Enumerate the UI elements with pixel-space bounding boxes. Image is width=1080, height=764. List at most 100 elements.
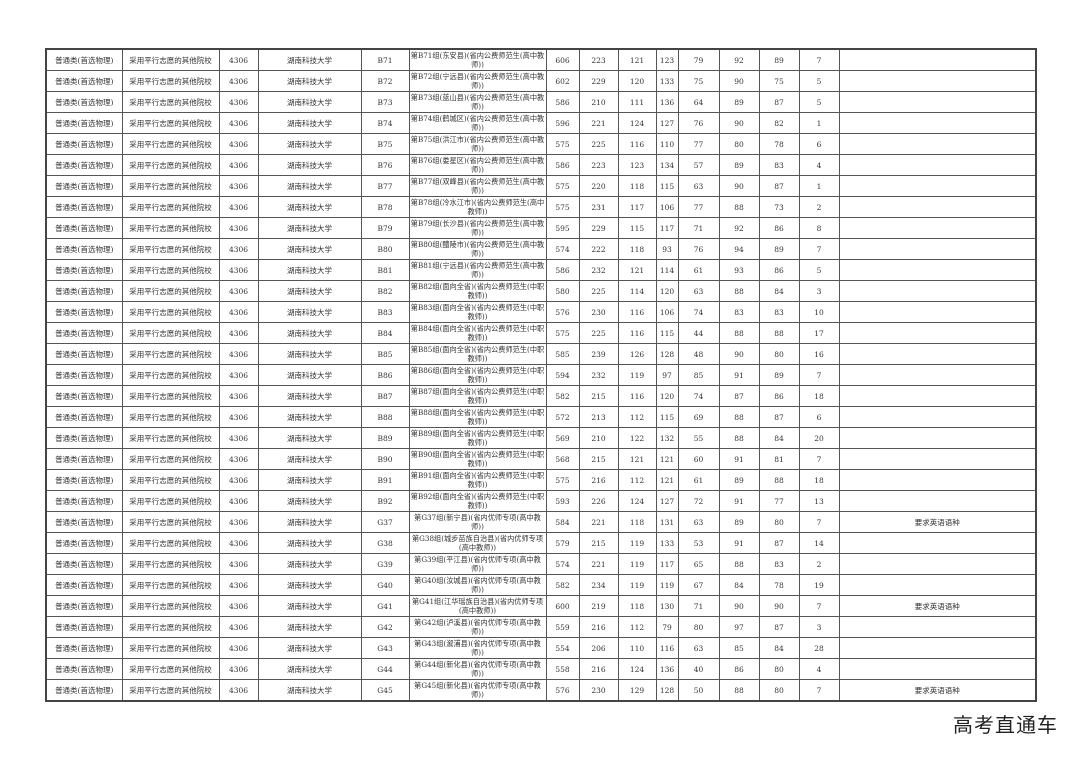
score-cell: 7: [798, 48, 840, 71]
score-cell: 90: [718, 112, 760, 134]
category-cell: 普通类(首选物理): [45, 574, 123, 596]
school-code-cell: 4306: [218, 532, 259, 554]
group-name-cell: 第B76组(娄星区)(省内公费师范生(高中教师)): [408, 154, 547, 176]
score-cell: 216: [578, 469, 619, 491]
category-cell: 普通类(首选物理): [45, 91, 123, 113]
score-cell: 86: [718, 658, 760, 680]
group-code-cell: B77: [360, 175, 410, 197]
school-code-cell: 4306: [218, 385, 259, 407]
table-row: 普通类(首选物理) 采用平行志愿的其他院校 4306 湖南科技大学 G40 第G40组(汝…: [45, 574, 1037, 596]
category-cell: 普通类(首选物理): [45, 175, 123, 197]
group-code-cell: B80: [360, 238, 410, 260]
score-cell: 88: [718, 553, 760, 575]
score-cell: 80: [758, 511, 800, 533]
note-cell: [838, 196, 1037, 218]
score-cell: 225: [578, 322, 619, 344]
score-cell: 121: [617, 259, 657, 281]
category-cell: 普通类(首选物理): [45, 553, 123, 575]
score-cell: 115: [655, 406, 679, 428]
category-cell: 普通类(首选物理): [45, 343, 123, 365]
score-cell: 90: [758, 595, 800, 617]
table-row: 普通类(首选物理) 采用平行志愿的其他院校 4306 湖南科技大学 G43 第G43组(溆…: [45, 637, 1037, 659]
school-code-cell: 4306: [218, 469, 259, 491]
school-name-cell: 湖南科技大学: [257, 91, 362, 113]
score-cell: 119: [617, 553, 657, 575]
school-code-cell: 4306: [218, 175, 259, 197]
category-cell: 普通类(首选物理): [45, 658, 123, 680]
category-cell: 普通类(首选物理): [45, 196, 123, 218]
score-cell: 73: [758, 196, 800, 218]
score-cell: 90: [718, 343, 760, 365]
score-cell: 86: [758, 259, 800, 281]
score-cell: 221: [578, 511, 619, 533]
score-cell: 210: [578, 427, 619, 449]
note-cell: [838, 48, 1037, 71]
table-row: 普通类(首选物理) 采用平行志愿的其他院校 4306 湖南科技大学 B75 第B75组(洪…: [45, 133, 1037, 155]
score-cell: 586: [545, 154, 580, 176]
score-cell: 97: [655, 364, 679, 386]
batch-cell: 采用平行志愿的其他院校: [121, 238, 220, 260]
score-cell: 4: [798, 154, 840, 176]
group-code-cell: B90: [360, 448, 410, 470]
score-cell: 87: [758, 532, 800, 554]
score-cell: 130: [655, 595, 679, 617]
score-cell: 76: [677, 238, 720, 260]
score-cell: 554: [545, 637, 580, 659]
batch-cell: 采用平行志愿的其他院校: [121, 490, 220, 512]
table-row: 普通类(首选物理) 采用平行志愿的其他院校 4306 湖南科技大学 G39 第G39组(平…: [45, 553, 1037, 575]
score-cell: 85: [718, 637, 760, 659]
group-code-cell: B72: [360, 70, 410, 92]
score-cell: 84: [758, 280, 800, 302]
score-cell: 86: [758, 217, 800, 239]
score-cell: 57: [677, 154, 720, 176]
score-cell: 234: [578, 574, 619, 596]
batch-cell: 采用平行志愿的其他院校: [121, 280, 220, 302]
group-code-cell: G44: [360, 658, 410, 680]
score-cell: 64: [677, 91, 720, 113]
category-cell: 普通类(首选物理): [45, 637, 123, 659]
score-cell: 219: [578, 595, 619, 617]
score-cell: 84: [758, 427, 800, 449]
school-code-cell: 4306: [218, 574, 259, 596]
group-name-cell: 第G39组(平江县)(省内优师专项(高中教师)): [408, 553, 547, 575]
score-cell: 215: [578, 385, 619, 407]
group-code-cell: B85: [360, 343, 410, 365]
score-cell: 117: [655, 217, 679, 239]
table-body: 普通类(首选物理) 采用平行志愿的其他院校 4306 湖南科技大学 B71 第B71组(东…: [45, 48, 1037, 702]
score-cell: 83: [718, 301, 760, 323]
batch-cell: 采用平行志愿的其他院校: [121, 196, 220, 218]
score-cell: 222: [578, 238, 619, 260]
table-row: 普通类(首选物理) 采用平行志愿的其他院校 4306 湖南科技大学 B90 第B90组(面…: [45, 448, 1037, 470]
score-cell: 63: [677, 175, 720, 197]
note-cell: [838, 91, 1037, 113]
group-name-cell: 第B92组(面向全省)(省内公费师范生(中职教师)): [408, 490, 547, 512]
table-row: 普通类(首选物理) 采用平行志愿的其他院校 4306 湖南科技大学 B82 第B82组(面…: [45, 280, 1037, 302]
score-cell: 79: [655, 616, 679, 638]
score-cell: 63: [677, 511, 720, 533]
score-cell: 574: [545, 553, 580, 575]
score-cell: 225: [578, 133, 619, 155]
score-cell: 568: [545, 448, 580, 470]
batch-cell: 采用平行志愿的其他院校: [121, 48, 220, 71]
school-name-cell: 湖南科技大学: [257, 48, 362, 71]
note-cell: 要求英语语种: [838, 511, 1037, 533]
table-row: 普通类(首选物理) 采用平行志愿的其他院校 4306 湖南科技大学 B84 第B84组(面…: [45, 322, 1037, 344]
score-cell: 8: [798, 217, 840, 239]
score-cell: 216: [578, 616, 619, 638]
table-row: 普通类(首选物理) 采用平行志愿的其他院校 4306 湖南科技大学 B85 第B85组(面…: [45, 343, 1037, 365]
score-cell: 117: [617, 196, 657, 218]
score-cell: 55: [677, 427, 720, 449]
category-cell: 普通类(首选物理): [45, 154, 123, 176]
score-cell: 7: [798, 679, 840, 702]
category-cell: 普通类(首选物理): [45, 48, 123, 71]
school-name-cell: 湖南科技大学: [257, 406, 362, 428]
batch-cell: 采用平行志愿的其他院校: [121, 595, 220, 617]
score-cell: 223: [578, 48, 619, 71]
score-cell: 77: [758, 490, 800, 512]
school-name-cell: 湖南科技大学: [257, 364, 362, 386]
score-cell: 128: [655, 343, 679, 365]
score-cell: 118: [617, 238, 657, 260]
table-row: 普通类(首选物理) 采用平行志愿的其他院校 4306 湖南科技大学 B87 第B87组(面…: [45, 385, 1037, 407]
score-cell: 576: [545, 679, 580, 702]
table-row: 普通类(首选物理) 采用平行志愿的其他院校 4306 湖南科技大学 B89 第B89组(面…: [45, 427, 1037, 449]
